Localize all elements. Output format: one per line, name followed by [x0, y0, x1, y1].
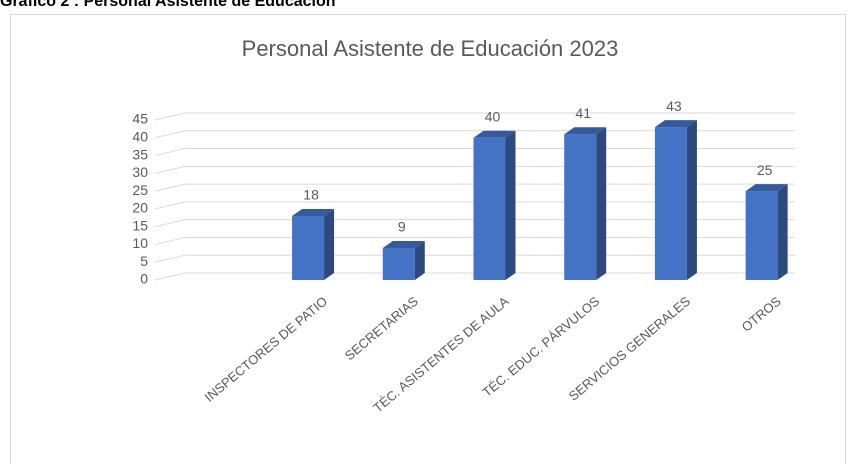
- data-label: 43: [666, 98, 682, 114]
- y-tick-label: 45: [132, 111, 148, 127]
- bar-top: [654, 120, 697, 128]
- bar: [473, 130, 516, 280]
- bar-side: [414, 241, 425, 280]
- bar-front: [564, 134, 597, 280]
- y-tick-label: 15: [132, 217, 148, 233]
- data-label: 18: [303, 187, 319, 203]
- bar: [382, 241, 425, 280]
- y-tick-label: 0: [140, 271, 148, 287]
- grid-line: [154, 112, 795, 121]
- bar-front: [292, 216, 325, 280]
- bar-side: [596, 127, 607, 280]
- bar-side: [324, 209, 335, 280]
- data-label: 9: [398, 219, 406, 235]
- bar-top: [564, 127, 607, 135]
- data-label: 25: [757, 162, 773, 178]
- bar-side: [686, 120, 697, 280]
- y-tick-label: 20: [132, 200, 148, 216]
- data-label: 41: [575, 105, 591, 121]
- bar: [745, 184, 788, 280]
- caption: Gráfico 2 : Personal Asistente de Educac…: [0, 0, 336, 10]
- bar-front: [473, 137, 506, 280]
- y-tick-label: 25: [132, 182, 148, 198]
- bar-front: [654, 127, 687, 280]
- bar: [654, 120, 697, 280]
- y-tick-label: 5: [140, 253, 148, 269]
- bar-top: [473, 130, 516, 138]
- bar-side: [505, 130, 516, 280]
- y-tick-label: 10: [132, 235, 148, 251]
- chart-title: Personal Asistente de Educación 2023: [242, 36, 619, 61]
- bar-front: [745, 191, 778, 280]
- bar-top: [292, 209, 335, 216]
- y-tick-label: 40: [132, 128, 148, 144]
- y-tick-label: 35: [132, 146, 148, 162]
- bar-front: [382, 248, 415, 280]
- data-label: 40: [485, 108, 501, 124]
- chart-frame: [10, 14, 846, 464]
- y-tick-label: 30: [132, 164, 148, 180]
- bar: [292, 209, 335, 280]
- bar-top: [745, 184, 788, 192]
- bar-side: [777, 184, 788, 280]
- bar: [564, 127, 607, 280]
- bar-top: [382, 241, 425, 248]
